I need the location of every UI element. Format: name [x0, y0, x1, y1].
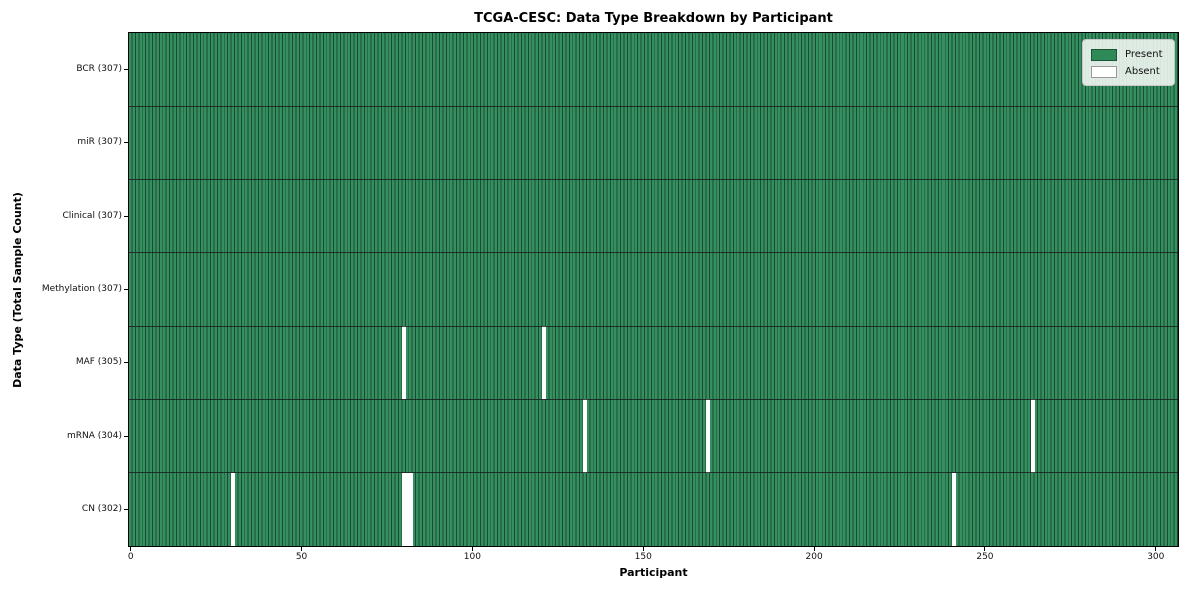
row-divider	[129, 325, 1178, 327]
absent-cell-mRNA-133	[582, 399, 588, 473]
x-tick-mark	[984, 547, 986, 551]
present-swatch-icon	[1091, 48, 1117, 61]
absent-cell-CN-82	[408, 472, 414, 546]
x-tick-label-0: 0	[127, 552, 134, 562]
y-tick-mark	[124, 69, 128, 71]
y-tick-mark	[124, 289, 128, 290]
absent-cell-CN-81	[405, 472, 410, 546]
y-tick-label-BCR: BCR (307)	[76, 64, 122, 75]
absent-cell-mRNA-169	[705, 399, 711, 473]
y-tick-mark	[124, 508, 128, 510]
y-tick-label-miR: miR (307)	[77, 137, 122, 148]
x-tick-label-300: 300	[1147, 552, 1165, 562]
absent-cell-CN-80	[401, 472, 407, 546]
y-tick-mark	[124, 435, 128, 437]
row-divider	[129, 472, 1178, 474]
absent-cell-CN-30	[231, 472, 236, 546]
present-bars-background	[129, 33, 1178, 546]
x-tick-mark	[1155, 547, 1157, 551]
legend-entry-present: Present	[1091, 46, 1166, 63]
x-tick-label-150: 150	[634, 552, 652, 562]
y-tick-mark	[124, 215, 128, 217]
x-tick-mark	[130, 547, 132, 551]
x-tick-label-50: 50	[295, 552, 308, 562]
legend-entry-absent: Absent	[1091, 63, 1166, 80]
legend: Present Absent	[1082, 39, 1175, 86]
row-divider	[129, 398, 1178, 400]
x-tick-mark	[642, 547, 644, 551]
chart-title: TCGA-CESC: Data Type Breakdown by Partic…	[474, 11, 833, 26]
y-tick-label-Clinical: Clinical (307)	[62, 210, 122, 221]
absent-cell-MAF-121	[541, 326, 547, 400]
x-tick-mark	[813, 547, 815, 551]
x-axis-label: Participant	[619, 566, 688, 579]
y-tick-label-mRNA: mRNA (304)	[67, 430, 122, 441]
plot-area	[128, 32, 1179, 547]
y-tick-mark	[124, 142, 128, 144]
y-tick-label-MAF: MAF (305)	[75, 357, 122, 368]
x-tick-label-100: 100	[463, 552, 481, 562]
absent-cell-CN-241	[951, 472, 957, 546]
absent-cell-mRNA-264	[1030, 399, 1035, 473]
y-tick-label-CN: CN (302)	[81, 503, 122, 514]
x-tick-label-250: 250	[976, 552, 994, 562]
row-divider	[129, 179, 1178, 181]
legend-label-present: Present	[1125, 49, 1163, 60]
x-tick-mark	[301, 547, 303, 551]
x-tick-mark	[471, 547, 473, 551]
legend-label-absent: Absent	[1125, 66, 1160, 77]
x-tick-label-200: 200	[805, 552, 823, 562]
y-tick-label-Methylation: Methylation (307)	[41, 284, 122, 294]
y-tick-mark	[124, 362, 128, 364]
absent-cell-MAF-80	[401, 326, 407, 400]
absent-swatch-icon	[1091, 65, 1117, 78]
row-divider	[129, 105, 1178, 107]
row-divider	[129, 252, 1178, 254]
